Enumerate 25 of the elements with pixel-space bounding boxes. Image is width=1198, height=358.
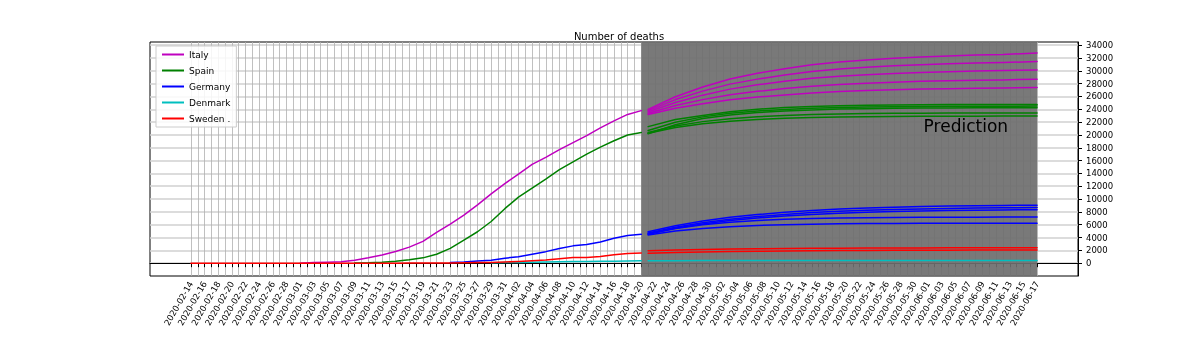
y-tick-label: 22000 xyxy=(1086,117,1114,128)
y-tick-label: 14000 xyxy=(1086,168,1114,179)
y-tick-label: 4000 xyxy=(1086,232,1108,243)
y-tick-label: 26000 xyxy=(1086,91,1114,102)
legend-label: Germany xyxy=(189,81,232,92)
y-tick-label: 0 xyxy=(1086,258,1092,269)
y-tick-label: 6000 xyxy=(1086,219,1108,230)
y-tick-label: 30000 xyxy=(1086,65,1114,76)
y-tick-label: 16000 xyxy=(1086,155,1114,166)
y-tick-label: 32000 xyxy=(1086,53,1114,64)
y-tick-label: 34000 xyxy=(1086,40,1114,51)
y-tick-label: 24000 xyxy=(1086,104,1114,115)
y-tick-label: 12000 xyxy=(1086,181,1114,192)
y-tick-label: 8000 xyxy=(1086,206,1108,217)
y-tick-label: 2000 xyxy=(1086,245,1108,256)
legend-label: Sweden . xyxy=(189,113,231,124)
band-label: Prediction xyxy=(923,116,1009,137)
y-tick-label: 20000 xyxy=(1086,129,1114,140)
y-tick-label: 18000 xyxy=(1086,142,1114,153)
y-tick-label: 28000 xyxy=(1086,78,1114,89)
y-tick-label: 10000 xyxy=(1086,194,1114,205)
legend-label: Denmark xyxy=(189,97,232,108)
legend-label: Italy xyxy=(189,49,210,60)
chart-title: Number of deaths xyxy=(573,30,665,42)
legend-label: Spain xyxy=(189,65,215,76)
